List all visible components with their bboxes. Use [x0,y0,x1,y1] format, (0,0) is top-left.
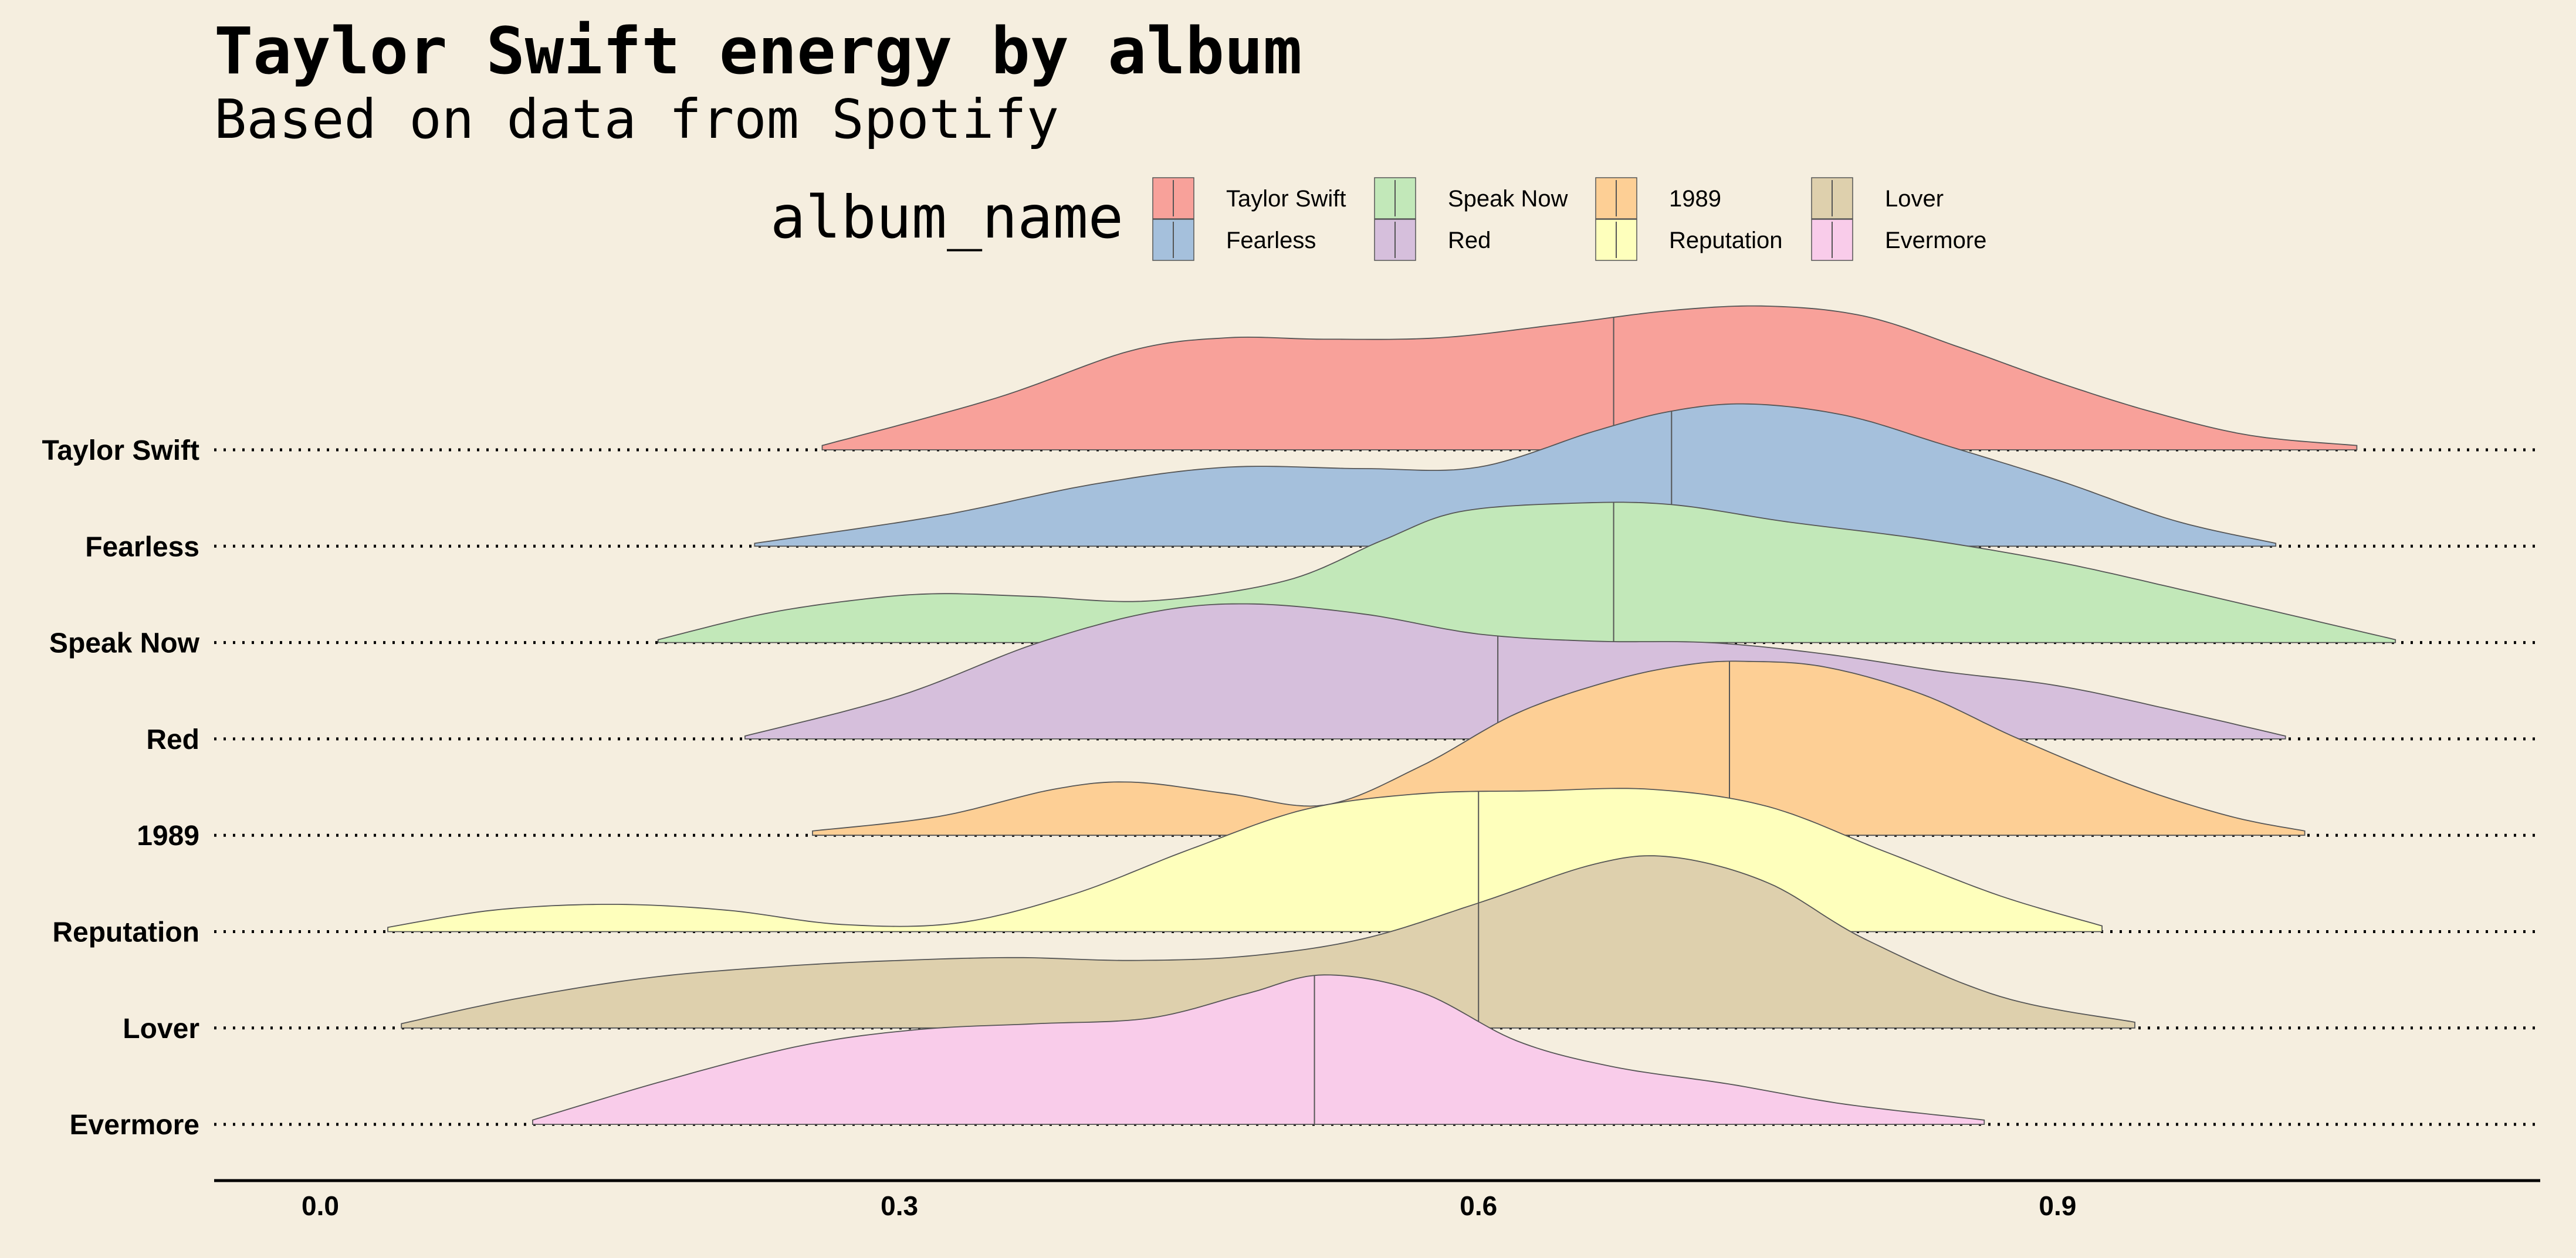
x-axis-ticks: 0.0 0.3 0.6 0.9 [302,1191,2076,1221]
density-speak-now [657,501,2396,643]
x-tick-label: 0.9 [2039,1191,2076,1221]
ridge-lover [401,855,2135,1029]
legend-label-reputation: Reputation [1669,228,1782,253]
legend-item-taylor-swift: Taylor Swift [1152,177,1346,219]
legend-label-taylor-swift: Taylor Swift [1226,186,1346,212]
y-label-taylor-swift: Taylor Swift [42,435,199,466]
legend-item-speak-now: Speak Now [1374,177,1568,219]
ridges: Taylor Swift Fearless Speak Now Red 1989 Repu… [42,305,2540,1141]
chart-title: Taylor Swift energy by album [214,13,1302,89]
y-label-fearless: Fearless [85,531,199,562]
y-label-reputation: Reputation [52,917,199,948]
y-label-1989: 1989 [137,820,199,852]
y-label-evermore: Evermore [70,1110,199,1141]
ridge-taylor-swift [821,305,2358,450]
legend: Taylor Swift Fearless Speak Now Red 1989 Repu… [1152,177,1986,261]
legend-item-lover: Lover [1811,177,1944,219]
legend-label-red: Red [1448,228,1491,253]
legend-item-red: Red [1374,219,1491,261]
legend-label-lover: Lover [1885,186,1944,212]
legend-label-evermore: Evermore [1885,228,1986,253]
legend-item-1989: 1989 [1595,177,1721,219]
legend-item-fearless: Fearless [1152,219,1316,261]
legend-label-speak-now: Speak Now [1448,186,1568,212]
density-evermore [532,974,1985,1125]
y-axis-labels: Taylor Swift Fearless Speak Now Red 1989 Repu… [42,435,200,1141]
density-lover [401,855,2135,1029]
y-label-red: Red [146,724,199,755]
legend-label-fearless: Fearless [1226,228,1316,253]
x-tick-label: 0.6 [1460,1191,1497,1221]
ridge-1989 [812,660,2306,836]
y-label-speak-now: Speak Now [49,628,200,659]
y-label-lover: Lover [123,1013,199,1045]
legend-item-evermore: Evermore [1811,219,1986,261]
density-taylor-swift [821,305,2358,450]
ridge-fearless [754,403,2277,547]
x-tick-label: 0.0 [302,1191,339,1221]
legend-item-reputation: Reputation [1595,219,1782,261]
chart-subtitle: Based on data from Spotify [214,88,1059,151]
ridge-evermore [532,974,1985,1125]
density-fearless [754,403,2277,547]
density-areas [387,305,2396,1125]
x-tick-label: 0.3 [881,1191,918,1221]
legend-title: album_name [770,183,1123,252]
density-1989 [812,660,2306,836]
legend-label-1989: 1989 [1669,186,1721,212]
ridge-speak-now [657,501,2396,643]
